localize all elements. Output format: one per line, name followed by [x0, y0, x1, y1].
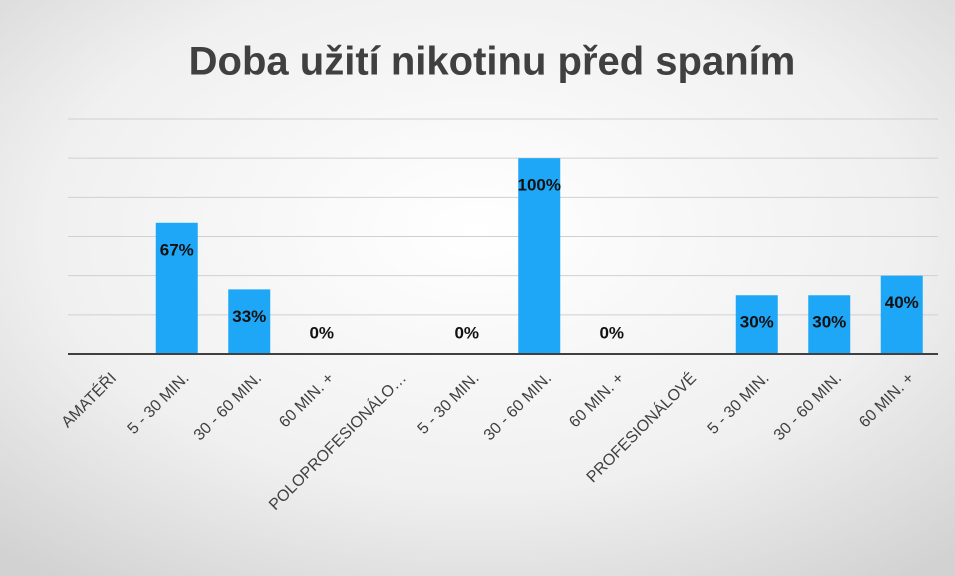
bar	[518, 158, 561, 354]
bar	[735, 295, 778, 354]
data-label: 67%	[160, 240, 194, 259]
data-label: 30%	[740, 313, 774, 332]
data-label: 40%	[885, 293, 919, 312]
bar	[228, 289, 271, 354]
data-label: 30%	[812, 313, 846, 332]
data-label: 0%	[454, 323, 479, 342]
bar	[880, 275, 923, 354]
data-label: 33%	[232, 307, 266, 326]
data-label: 100%	[518, 176, 561, 195]
data-label: 0%	[599, 323, 624, 342]
chart-title: Doba užití nikotinu před spaním	[189, 40, 796, 84]
bar	[155, 222, 198, 354]
bar	[808, 295, 851, 354]
data-label: 0%	[309, 323, 334, 342]
